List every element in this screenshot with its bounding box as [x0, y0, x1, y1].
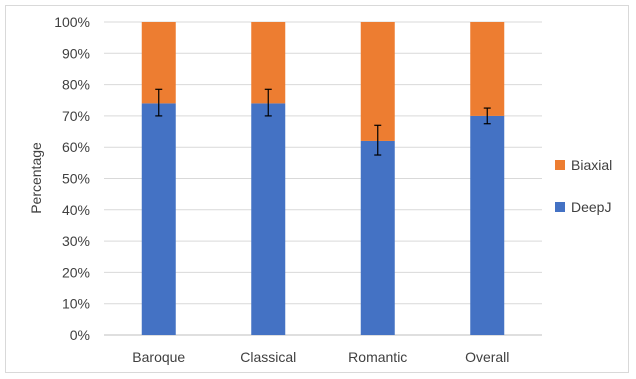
- bar-deepj-romantic: [360, 140, 395, 335]
- bar-deepj-classical: [251, 103, 286, 335]
- x-tick-label: Romantic: [348, 349, 407, 365]
- y-tick-label: 60%: [62, 139, 90, 155]
- y-axis-tick-labels: 0% 10% 20% 30% 40% 50% 60% 70% 80% 90% 100%: [54, 14, 90, 343]
- y-tick-label: 90%: [62, 45, 90, 61]
- y-axis-label: Percentage: [28, 142, 44, 214]
- gridlines: [104, 21, 542, 336]
- x-axis-tick-labels: Baroque Classical Romantic Overall: [132, 349, 509, 365]
- x-tick-label: Baroque: [132, 349, 185, 365]
- x-tick-label: Classical: [240, 349, 296, 365]
- legend-swatch-biaxial: [555, 160, 565, 170]
- bar-deepj-overall: [470, 115, 505, 336]
- y-tick-label: 70%: [62, 108, 90, 124]
- x-tick-label: Overall: [465, 349, 509, 365]
- error-bars: [155, 88, 491, 156]
- y-tick-label: 20%: [62, 264, 90, 280]
- y-tick-label: 10%: [62, 296, 90, 312]
- bar-deepj-baroque: [141, 103, 176, 335]
- y-tick-label: 50%: [62, 171, 90, 187]
- bar-biaxial-overall: [470, 22, 505, 116]
- bars: [141, 22, 505, 336]
- y-tick-label: 80%: [62, 77, 90, 93]
- chart-frame: [5, 5, 629, 373]
- legend-label-deepj: DeepJ: [571, 199, 611, 215]
- legend-label-biaxial: Biaxial: [571, 157, 612, 173]
- bar-biaxial-romantic: [360, 22, 395, 141]
- y-tick-label: 40%: [62, 202, 90, 218]
- legend-swatch-deepj: [555, 202, 565, 212]
- y-tick-label: 100%: [54, 14, 90, 30]
- y-tick-label: 0%: [70, 327, 90, 343]
- legend: Biaxial DeepJ: [555, 157, 612, 215]
- y-tick-label: 30%: [62, 233, 90, 249]
